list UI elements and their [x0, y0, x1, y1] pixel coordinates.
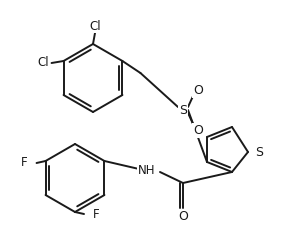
Text: F: F — [21, 156, 28, 169]
Text: O: O — [193, 84, 203, 96]
Text: Cl: Cl — [89, 19, 101, 33]
Text: S: S — [255, 145, 263, 158]
Text: F: F — [93, 207, 100, 221]
Text: O: O — [193, 123, 203, 136]
Text: Cl: Cl — [38, 57, 49, 69]
Text: S: S — [179, 104, 187, 117]
Text: NH: NH — [138, 164, 155, 177]
Text: O: O — [178, 210, 188, 223]
